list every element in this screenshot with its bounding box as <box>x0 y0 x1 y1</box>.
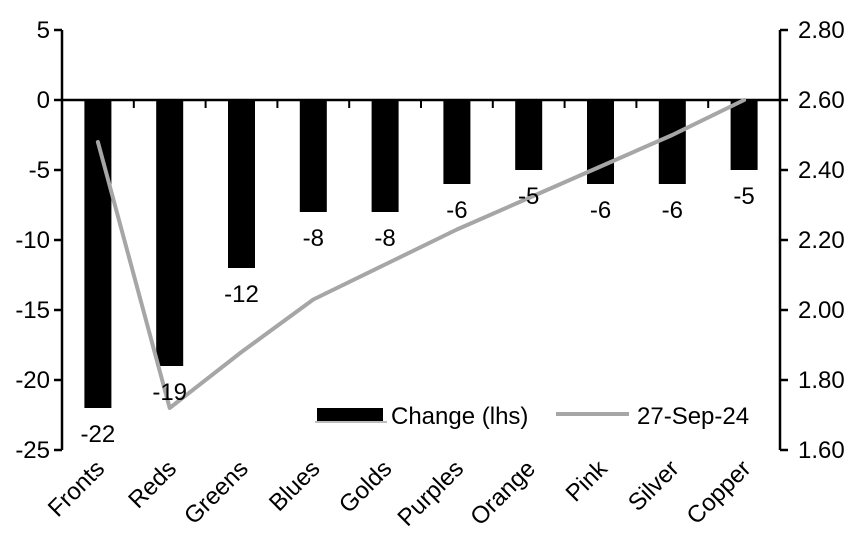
category-label: Purples <box>393 455 470 532</box>
line-series <box>95 98 747 410</box>
left-axis-tick-label: 0 <box>37 87 50 114</box>
right-axis-tick-label: 2.40 <box>798 157 845 184</box>
right-axis-tick-label: 1.80 <box>798 367 845 394</box>
bar-data-label: -5 <box>733 183 754 210</box>
category-label: Blues <box>264 455 326 517</box>
category-label: Silver <box>623 455 685 517</box>
right-axis-tick-label: 1.60 <box>798 437 845 464</box>
bar <box>156 100 184 366</box>
left-axis-tick-label: -10 <box>15 227 50 254</box>
bar <box>515 100 543 170</box>
left-axis-tick-label: -25 <box>15 437 50 464</box>
category-label: Golds <box>334 455 397 518</box>
bar-data-label: -19 <box>152 379 187 406</box>
category-label: Fronts <box>43 455 110 522</box>
right-axis-tick-label: 2.60 <box>798 87 845 114</box>
right-axis-labels: 2.80 2.60 2.40 2.20 2.00 1.80 1.60 <box>798 17 845 464</box>
left-axis-tick-label: -15 <box>15 297 50 324</box>
right-axis-tick-label: 2.80 <box>798 17 845 44</box>
bar <box>658 100 686 184</box>
bar-data-label: -5 <box>518 183 539 210</box>
bar-data-label: -8 <box>374 225 395 252</box>
category-label: Greens <box>179 455 254 530</box>
bar <box>299 100 327 212</box>
left-axis-tick-label: -20 <box>15 367 50 394</box>
bar <box>443 100 471 184</box>
left-axis-labels: 5 0 -5 -10 -15 -20 -25 <box>15 17 50 464</box>
category-label: Pink <box>561 454 614 507</box>
bar-data-label: -12 <box>224 281 259 308</box>
left-axis-tick-label: 5 <box>37 17 50 44</box>
legend: Change (lhs) 27-Sep-24 <box>315 403 749 430</box>
right-axis-tick-label: 2.20 <box>798 227 845 254</box>
bar-data-label: -6 <box>590 197 611 224</box>
legend-line-label: 27-Sep-24 <box>637 403 749 430</box>
line-path <box>95 98 747 410</box>
left-axis-tick-label: -5 <box>29 157 50 184</box>
bar-data-label: -22 <box>81 421 116 448</box>
category-label: Orange <box>465 455 541 531</box>
category-label: Copper <box>682 455 757 530</box>
bar-data-label: -6 <box>662 197 683 224</box>
bar-data-label: -6 <box>446 197 467 224</box>
legend-bar-label: Change (lhs) <box>391 403 528 430</box>
bar-data-label: -8 <box>303 225 324 252</box>
bar <box>730 100 758 170</box>
bar <box>371 100 399 212</box>
bar-series <box>84 100 758 408</box>
data-labels: -22 -19 -12 -8 -8 -6 -5 -6 -6 -5 <box>81 183 755 448</box>
right-axis-tick-label: 2.00 <box>798 297 845 324</box>
bar <box>84 100 112 408</box>
bar <box>228 100 255 268</box>
legend-bar-swatch <box>317 408 383 421</box>
category-label: Reds <box>123 455 182 514</box>
